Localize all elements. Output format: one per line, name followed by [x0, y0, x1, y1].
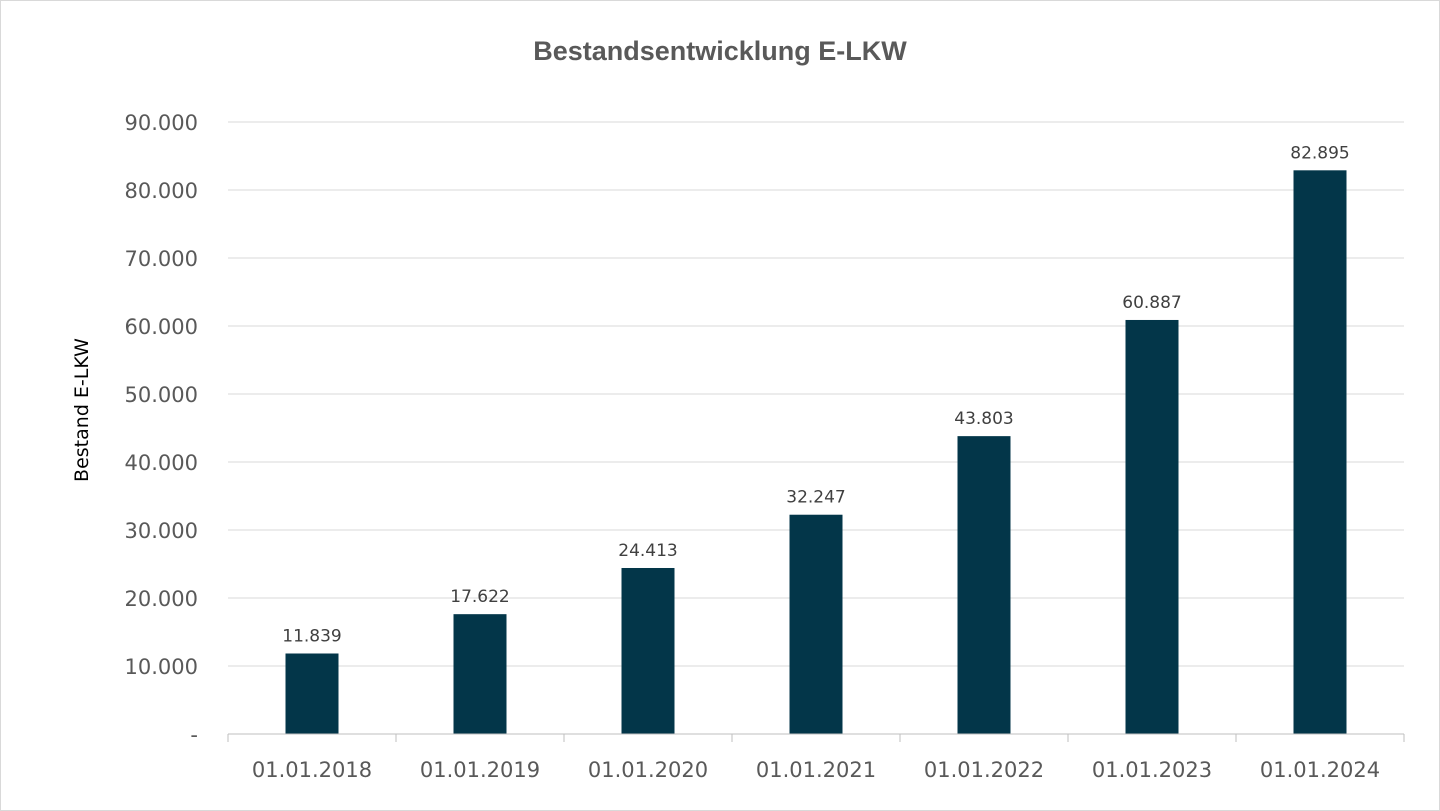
x-tick-label: 01.01.2024: [1260, 758, 1380, 782]
y-tick-label: 90.000: [125, 111, 198, 135]
data-label: 43.803: [954, 409, 1013, 429]
y-tick-label: 40.000: [125, 451, 198, 475]
data-label: 32.247: [786, 488, 845, 508]
bar: [453, 614, 507, 734]
bar: [285, 653, 339, 734]
bar: [957, 436, 1011, 734]
x-tick-label: 01.01.2018: [252, 758, 372, 782]
y-tick-label: 60.000: [125, 315, 198, 339]
data-label: 82.895: [1290, 143, 1349, 163]
y-tick-label: 30.000: [125, 519, 198, 543]
x-tick-label: 01.01.2019: [420, 758, 540, 782]
x-tick-label: 01.01.2022: [924, 758, 1044, 782]
data-labels: 11.839 17.622 24.413 32.247 43.803 60.887 82.8…: [282, 143, 1349, 646]
y-tick-label: -: [190, 723, 198, 747]
x-tick-label: 01.01.2023: [1092, 758, 1212, 782]
bars: [285, 170, 1347, 735]
data-label: 60.887: [1122, 293, 1181, 313]
data-label: 24.413: [618, 541, 677, 561]
data-label: 11.839: [282, 626, 341, 646]
bar: [789, 514, 843, 734]
x-tick-labels: 01.01.2018 01.01.2019 01.01.2020 01.01.2021…: [252, 758, 1380, 782]
y-axis-label: Bestand E-LKW: [71, 338, 93, 482]
bar: [621, 567, 675, 734]
gridlines: [228, 121, 1404, 667]
chart-title: Bestandsentwicklung E-LKW: [533, 36, 907, 66]
y-tick-label: 20.000: [125, 587, 198, 611]
x-tick-label: 01.01.2021: [756, 758, 876, 782]
x-axis: [227, 733, 1405, 742]
x-tick-label: 01.01.2020: [588, 758, 708, 782]
y-tick-label: 10.000: [125, 655, 198, 679]
y-tick-labels: - 10.000 20.000 30.000 40.000 50.000 60.000 70.…: [125, 111, 198, 747]
data-label: 17.622: [450, 587, 509, 607]
y-tick-label: 50.000: [125, 383, 198, 407]
y-tick-label: 70.000: [125, 247, 198, 271]
bar: [1125, 319, 1179, 734]
y-tick-label: 80.000: [125, 179, 198, 203]
bar: [1293, 170, 1347, 735]
